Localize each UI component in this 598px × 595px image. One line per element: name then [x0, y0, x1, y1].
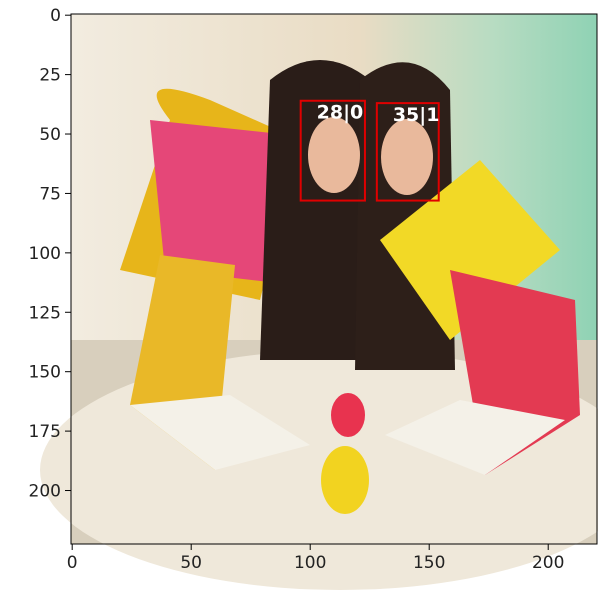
face-label: 28|0 — [317, 102, 364, 124]
x-tick-label: 150 — [413, 553, 445, 573]
y-tick-label: 150 — [29, 363, 61, 383]
y-tick-label: 200 — [29, 482, 61, 502]
y-tick-label: 100 — [29, 244, 61, 264]
photo — [40, 14, 598, 590]
y-tick-label: 125 — [29, 303, 61, 323]
face-box — [375, 102, 440, 202]
y-tick-label: 25 — [39, 66, 61, 86]
y-tick-label: 175 — [29, 422, 61, 442]
face-label: 35|1 — [393, 104, 440, 126]
x-tick-label: 100 — [294, 553, 326, 573]
y-tick-label: 75 — [39, 184, 61, 204]
x-tick-label: 50 — [180, 553, 202, 573]
x-tick-label: 200 — [532, 553, 564, 573]
y-tick-label: 50 — [39, 125, 61, 145]
face-box — [299, 99, 366, 202]
axes-frame — [70, 13, 598, 545]
y-tick-label: 0 — [50, 6, 61, 26]
x-tick-label: 0 — [67, 553, 78, 573]
